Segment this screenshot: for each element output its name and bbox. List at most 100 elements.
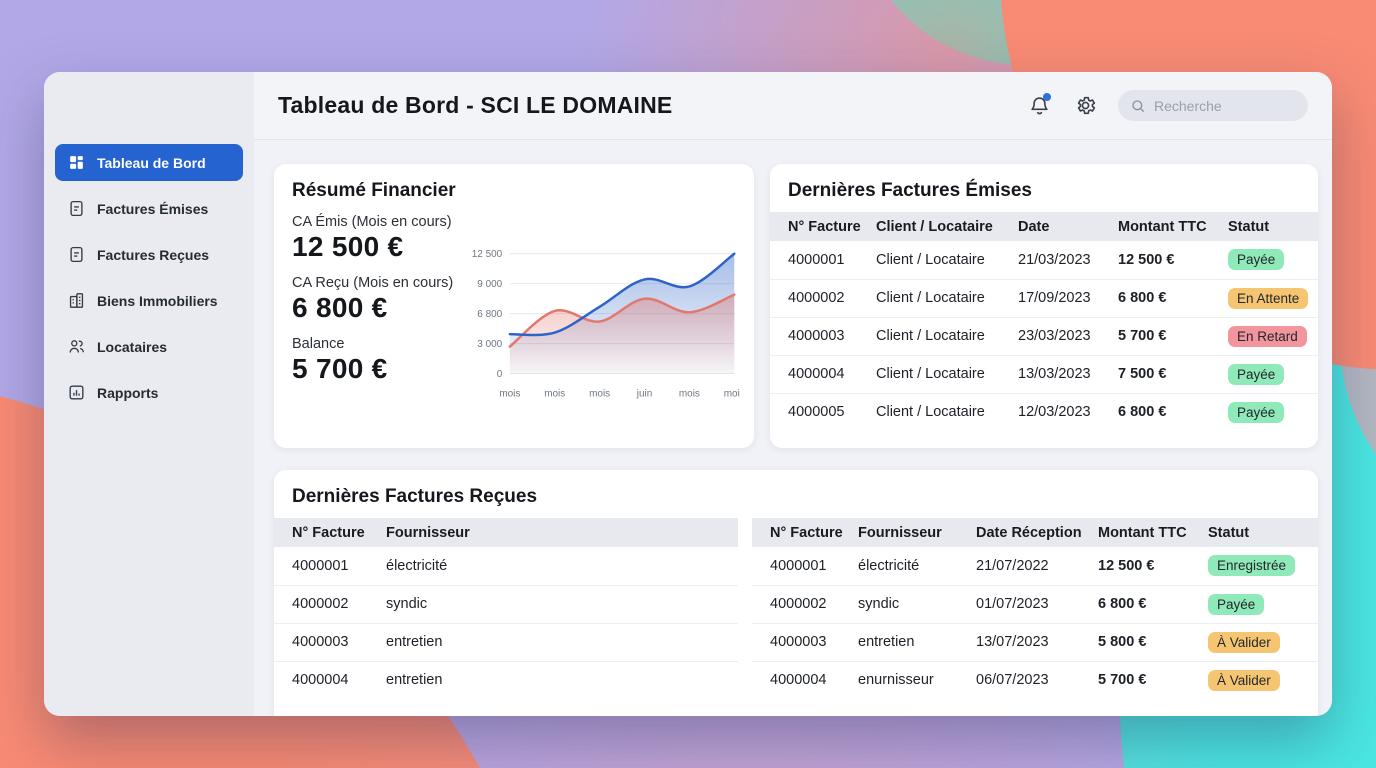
column-header: Date <box>1010 212 1110 241</box>
cell: 12/03/2023 <box>1018 404 1091 421</box>
invoices-received-right-table: N° Facture Fournisseur Date Réception Monta… <box>752 518 1318 699</box>
sidebar-item-label: Biens Immobiliers <box>97 292 218 309</box>
sidebar-item-tableau-de-bord[interactable]: Tableau de Bord <box>55 144 243 181</box>
stat-ca-recu-mois-en-cours: CA Reçu (Mois en cours) 6 800 € <box>292 275 468 324</box>
cell: 21/07/2022 <box>968 547 1090 586</box>
sidebar-item-biens-immobiliers[interactable]: Biens Immobiliers <box>55 282 243 319</box>
svg-text:mois: mois <box>499 388 520 399</box>
table-header-row: N° Facture Fournisseur Date Réception Monta… <box>752 518 1318 547</box>
sidebar-nav: Tableau de Bord Factures Émises Factures R… <box>44 144 254 411</box>
table-row[interactable]: 4000004 Client / Locataire 13/03/2023 7 500… <box>770 355 1318 394</box>
sidebar-item-rapports[interactable]: Rapports <box>55 374 243 411</box>
invoices-issued-card: Dernières Factures Émises N° Facture Clie… <box>770 164 1318 448</box>
main-area: Tableau de Bord - SCI LE DOMAINE <box>254 72 1332 716</box>
amount-cell: 6 800 € <box>1118 404 1167 421</box>
table-header-row: N° Facture Client / Locataire Date Montant … <box>770 212 1318 241</box>
column-header: N° Facture <box>770 212 868 241</box>
search-input[interactable] <box>1154 97 1296 114</box>
summary-body: CA Émis (Mois en cours) 12 500 € CA Reçu (… <box>274 212 754 412</box>
cell: 4000002 <box>274 585 378 624</box>
table-row[interactable]: 4000002 syndic <box>274 585 738 624</box>
app-window: Tableau de Bord Factures Émises Factures R… <box>44 72 1332 716</box>
table-row[interactable]: 4000001 électricité 21/07/2022 12 500 € Enre… <box>752 547 1318 586</box>
cell: entretien <box>850 623 968 662</box>
cell: électricité <box>850 547 968 586</box>
stat-value: 12 500 € <box>292 231 404 262</box>
table-row[interactable]: 4000005 Client / Locataire 12/03/2023 6 800… <box>770 393 1318 431</box>
status-badge: Payée <box>1228 363 1285 385</box>
cell: 4000001 <box>770 241 868 280</box>
amount-cell: 5 700 € <box>1098 672 1147 689</box>
svg-text:juin: juin <box>636 388 653 399</box>
sidebar-item-factures-recues[interactable]: Factures Reçues <box>55 236 243 273</box>
invoices-received-title: Dernières Factures Reçues <box>292 486 538 507</box>
amount-cell: 5 800 € <box>1090 623 1200 662</box>
status-badge: En Retard <box>1228 325 1307 347</box>
stat-value: 6 800 € <box>292 292 388 323</box>
gear-icon <box>1077 96 1095 115</box>
stat-balance: Balance 5 700 € <box>292 336 468 385</box>
cell: électricité <box>378 547 738 586</box>
column-header: Date Réception <box>968 518 1090 547</box>
svg-text:mois: mois <box>589 388 610 399</box>
svg-text:mois: mois <box>679 388 700 399</box>
column-header: Client / Locataire <box>868 212 1010 241</box>
column-header: Statut <box>1220 212 1318 241</box>
amount-cell: 6 800 € <box>1110 279 1220 318</box>
status-badge: En Attente <box>1228 287 1309 309</box>
cell: 06/07/2023 <box>976 672 1049 689</box>
column-header: N° Facture <box>752 518 850 547</box>
table-row[interactable]: 4000004 enurnisseur 06/07/2023 5 700 € À Val… <box>752 661 1318 699</box>
amount-cell: 12 500 € <box>1090 547 1200 586</box>
status-badge: Payée <box>1208 593 1265 615</box>
summary-title: Résumé Financier <box>292 180 456 201</box>
cell: entretien <box>378 623 738 662</box>
cell: 4000005 <box>788 404 845 421</box>
sidebar-item-locataires[interactable]: Locataires <box>55 328 243 365</box>
cell: 23/03/2023 <box>1010 317 1110 356</box>
header: Tableau de Bord - SCI LE DOMAINE <box>254 72 1332 140</box>
notifications-button[interactable] <box>1026 92 1052 119</box>
table-row[interactable]: 4000001 Client / Locataire 21/03/2023 12 50… <box>770 241 1318 280</box>
column-header: N° Facture <box>274 518 378 547</box>
invoice-icon <box>67 199 86 218</box>
status-badge: Enregistrée <box>1208 555 1296 577</box>
bell-icon <box>1030 97 1048 115</box>
table-row[interactable]: 4000001 électricité <box>274 547 738 586</box>
invoices-issued-title: Dernières Factures Émises <box>788 180 1032 201</box>
column-header: Montant TTC <box>1110 212 1220 241</box>
page-title: Tableau de Bord - SCI LE DOMAINE <box>278 92 673 118</box>
amount-cell: 5 700 € <box>1110 317 1220 356</box>
cell: 4000003 <box>274 623 378 662</box>
status-badge: À Valider <box>1208 669 1280 691</box>
invoices-received-left-table: N° Facture Fournisseur 4000001 électricité 4… <box>274 518 738 699</box>
notification-dot <box>1043 92 1051 101</box>
cell: 4000003 <box>752 623 850 662</box>
svg-text:12 500: 12 500 <box>472 249 503 260</box>
sidebar-item-label: Rapports <box>97 384 159 401</box>
cell: 4000004 <box>292 672 349 689</box>
cell: Client / Locataire <box>868 241 1010 280</box>
table-row[interactable]: 4000003 entretien 13/07/2023 5 800 € À Valid… <box>752 623 1318 662</box>
sidebar-item-label: Factures Émises <box>97 200 209 217</box>
amount-cell: 6 800 € <box>1090 585 1200 624</box>
dashboard-icon <box>67 153 86 172</box>
invoices-received-tables: N° Facture Fournisseur 4000001 électricité 4… <box>274 518 1318 699</box>
sidebar-item-label: Factures Reçues <box>97 246 210 263</box>
column-header: Fournisseur <box>850 518 968 547</box>
table-row[interactable]: 4000004 entretien <box>274 661 738 699</box>
sidebar-item-factures-emises[interactable]: Factures Émises <box>55 190 243 227</box>
table-row[interactable]: 4000002 syndic 01/07/2023 6 800 € Payée <box>752 585 1318 624</box>
dashboard-content: Résumé Financier CA Émis (Mois en cours)… <box>254 140 1332 716</box>
settings-button[interactable] <box>1072 93 1098 119</box>
tenants-icon <box>67 337 86 356</box>
table-row[interactable]: 4000003 Client / Locataire 23/03/2023 5 700… <box>770 317 1318 356</box>
cell: 13/07/2023 <box>968 623 1090 662</box>
svg-text:6 800: 6 800 <box>477 309 502 320</box>
search-box[interactable] <box>1118 90 1308 121</box>
cell: 4000001 <box>752 547 850 586</box>
search-icon <box>1132 99 1145 112</box>
table-row[interactable]: 4000002 Client / Locataire 17/09/2023 6 800… <box>770 279 1318 318</box>
cell: 4000002 <box>752 585 850 624</box>
table-row[interactable]: 4000003 entretien <box>274 623 738 662</box>
